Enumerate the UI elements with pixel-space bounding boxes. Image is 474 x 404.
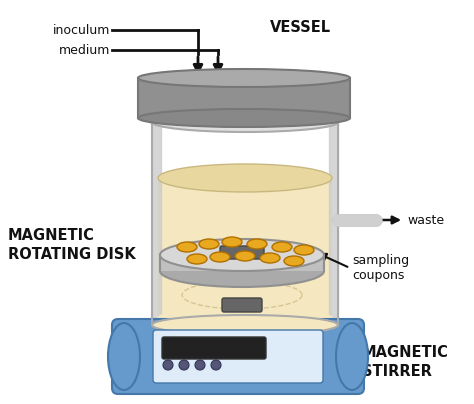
Ellipse shape [284, 256, 304, 266]
Ellipse shape [336, 323, 368, 390]
Ellipse shape [108, 323, 140, 390]
Ellipse shape [235, 251, 255, 261]
Ellipse shape [160, 239, 324, 271]
Ellipse shape [247, 239, 267, 249]
Bar [160, 255, 324, 271]
Bar [138, 78, 350, 118]
Ellipse shape [138, 109, 350, 127]
Ellipse shape [187, 254, 207, 264]
Ellipse shape [152, 315, 338, 335]
Text: medium: medium [59, 44, 110, 57]
Circle shape [195, 360, 205, 370]
Ellipse shape [260, 253, 280, 263]
FancyBboxPatch shape [162, 337, 266, 359]
Ellipse shape [222, 237, 242, 247]
Ellipse shape [210, 252, 230, 262]
Ellipse shape [138, 69, 350, 87]
Text: MAGNETIC
ROTATING DISK: MAGNETIC ROTATING DISK [8, 227, 136, 263]
Text: waste: waste [407, 213, 444, 227]
FancyBboxPatch shape [222, 298, 262, 312]
FancyBboxPatch shape [220, 246, 264, 259]
Ellipse shape [272, 242, 292, 252]
FancyBboxPatch shape [112, 319, 364, 394]
Ellipse shape [158, 308, 332, 328]
Text: MAGNETIC
STIRRER: MAGNETIC STIRRER [362, 345, 449, 379]
Ellipse shape [160, 255, 324, 287]
Ellipse shape [158, 164, 332, 192]
Text: VESSEL: VESSEL [269, 21, 330, 36]
Ellipse shape [199, 239, 219, 249]
Ellipse shape [294, 245, 314, 255]
Circle shape [179, 360, 189, 370]
Circle shape [211, 360, 221, 370]
Text: inoculum: inoculum [53, 23, 110, 36]
Text: sampling
coupons: sampling coupons [352, 254, 409, 282]
FancyBboxPatch shape [153, 330, 323, 383]
Circle shape [163, 360, 173, 370]
Ellipse shape [152, 112, 338, 132]
Ellipse shape [177, 242, 197, 252]
Bar [158, 178, 332, 318]
